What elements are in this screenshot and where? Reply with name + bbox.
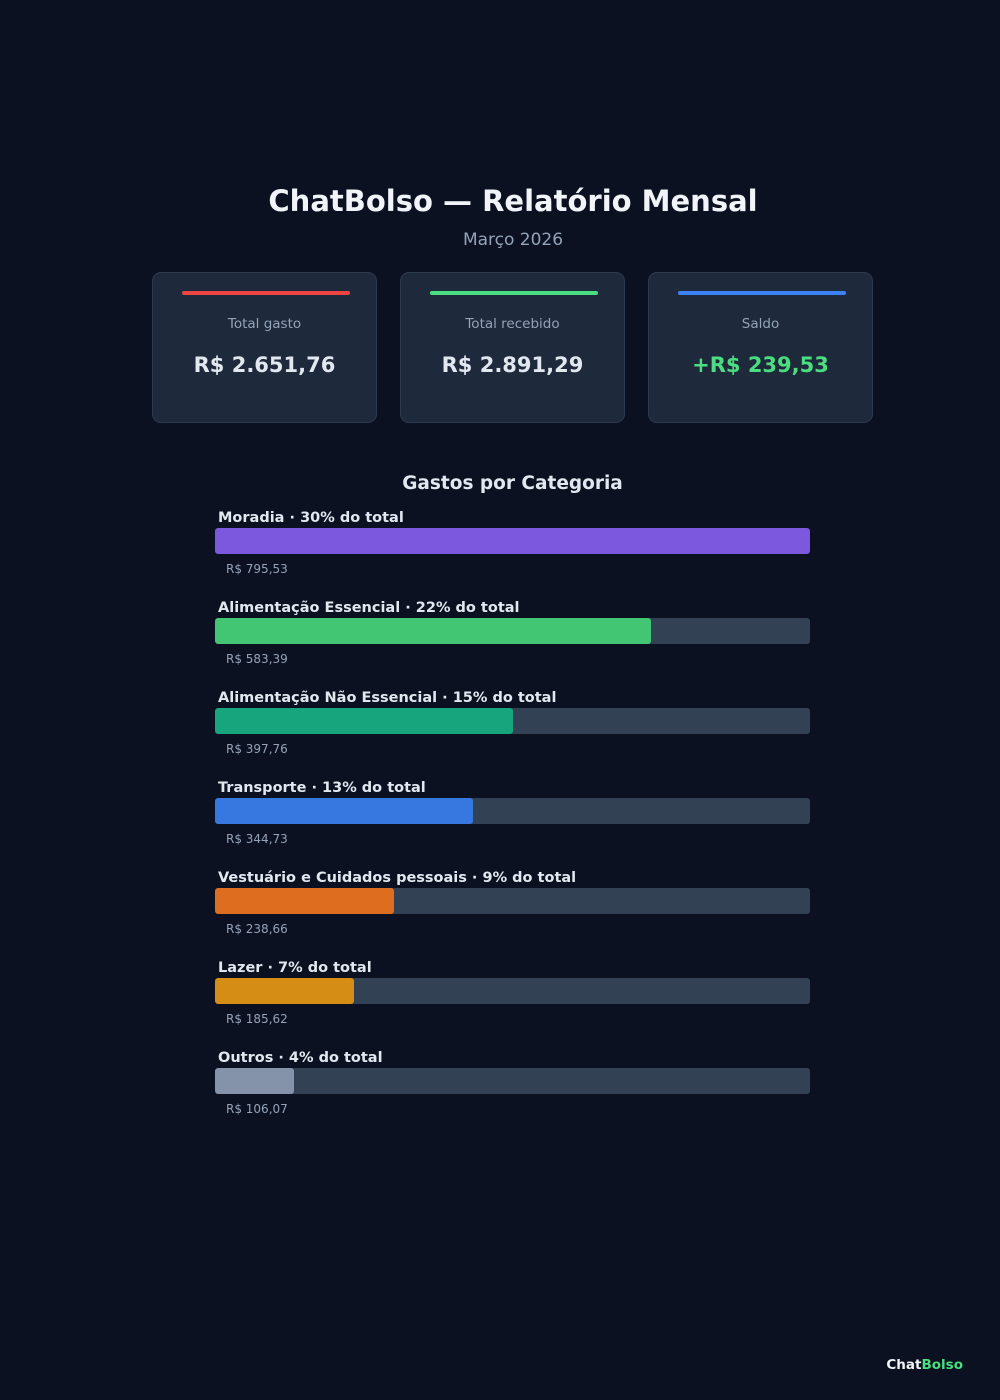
- category-bar-track: [215, 1068, 810, 1094]
- card-label: Total recebido: [465, 316, 560, 332]
- category-bar-fill: [215, 708, 513, 734]
- category-row: Alimentação Essencial · 22% do total R$ …: [215, 600, 810, 690]
- page-title: ChatBolso — Relatório Mensal: [268, 184, 758, 218]
- category-bar-fill: [215, 978, 354, 1004]
- category-row: Outros · 4% do total R$ 106,07: [215, 1050, 810, 1140]
- category-label: Moradia · 30% do total: [218, 510, 404, 526]
- category-bar-fill: [215, 1068, 295, 1094]
- category-row: Transporte · 13% do total R$ 344,73: [215, 780, 810, 870]
- category-bar-track: [215, 528, 810, 554]
- category-amount: R$ 344,73: [226, 832, 288, 846]
- category-bar-track: [215, 618, 810, 644]
- card-value: R$ 2.891,29: [441, 353, 584, 377]
- card-label: Saldo: [741, 316, 780, 332]
- category-bar-fill: [215, 528, 810, 554]
- card-accent-bar: [430, 291, 598, 295]
- category-label: Lazer · 7% do total: [218, 960, 372, 976]
- brand-part-chat: Chat: [886, 1357, 922, 1373]
- category-row: Moradia · 30% do total R$ 795,53: [215, 510, 810, 600]
- category-bar-track: [215, 888, 810, 914]
- brand-part-bolso: Bolso: [921, 1357, 963, 1373]
- category-amount: R$ 238,66: [226, 922, 288, 936]
- card-balance: Saldo +R$ 239,53: [648, 272, 873, 423]
- category-bar-track: [215, 798, 810, 824]
- category-label: Outros · 4% do total: [218, 1050, 383, 1066]
- card-value: +R$ 239,53: [692, 353, 829, 377]
- section-title-categories: Gastos por Categoria: [402, 473, 623, 494]
- card-total-received: Total recebido R$ 2.891,29: [400, 272, 625, 423]
- category-bar-fill: [215, 798, 473, 824]
- page-subtitle: Março 2026: [462, 230, 564, 250]
- category-bar-fill: [215, 618, 652, 644]
- category-amount: R$ 795,53: [226, 562, 288, 576]
- category-bar-track: [215, 708, 810, 734]
- card-total-spent: Total gasto R$ 2.651,76: [152, 272, 377, 423]
- card-accent-bar: [182, 291, 350, 295]
- card-accent-bar: [678, 291, 846, 295]
- category-row: Alimentação Não Essencial · 15% do total…: [215, 690, 810, 780]
- card-value: R$ 2.651,76: [193, 353, 336, 377]
- category-bar-fill: [215, 888, 394, 914]
- category-amount: R$ 106,07: [226, 1102, 288, 1116]
- category-amount: R$ 397,76: [226, 742, 288, 756]
- category-amount: R$ 583,39: [226, 652, 288, 666]
- category-row: Vestuário e Cuidados pessoais · 9% do to…: [215, 870, 810, 960]
- footer-brand-logo: ChatBolso: [886, 1357, 963, 1373]
- category-label: Transporte · 13% do total: [218, 780, 426, 796]
- category-label: Alimentação Não Essencial · 15% do total: [218, 690, 557, 706]
- category-row: Lazer · 7% do total R$ 185,62: [215, 960, 810, 1050]
- category-label: Vestuário e Cuidados pessoais · 9% do to…: [218, 870, 577, 886]
- card-label: Total gasto: [227, 316, 302, 332]
- category-amount: R$ 185,62: [226, 1012, 288, 1026]
- category-label: Alimentação Essencial · 22% do total: [218, 600, 520, 616]
- summary-cards: Total gasto R$ 2.651,76 Total recebido R…: [152, 272, 873, 423]
- category-bar-track: [215, 978, 810, 1004]
